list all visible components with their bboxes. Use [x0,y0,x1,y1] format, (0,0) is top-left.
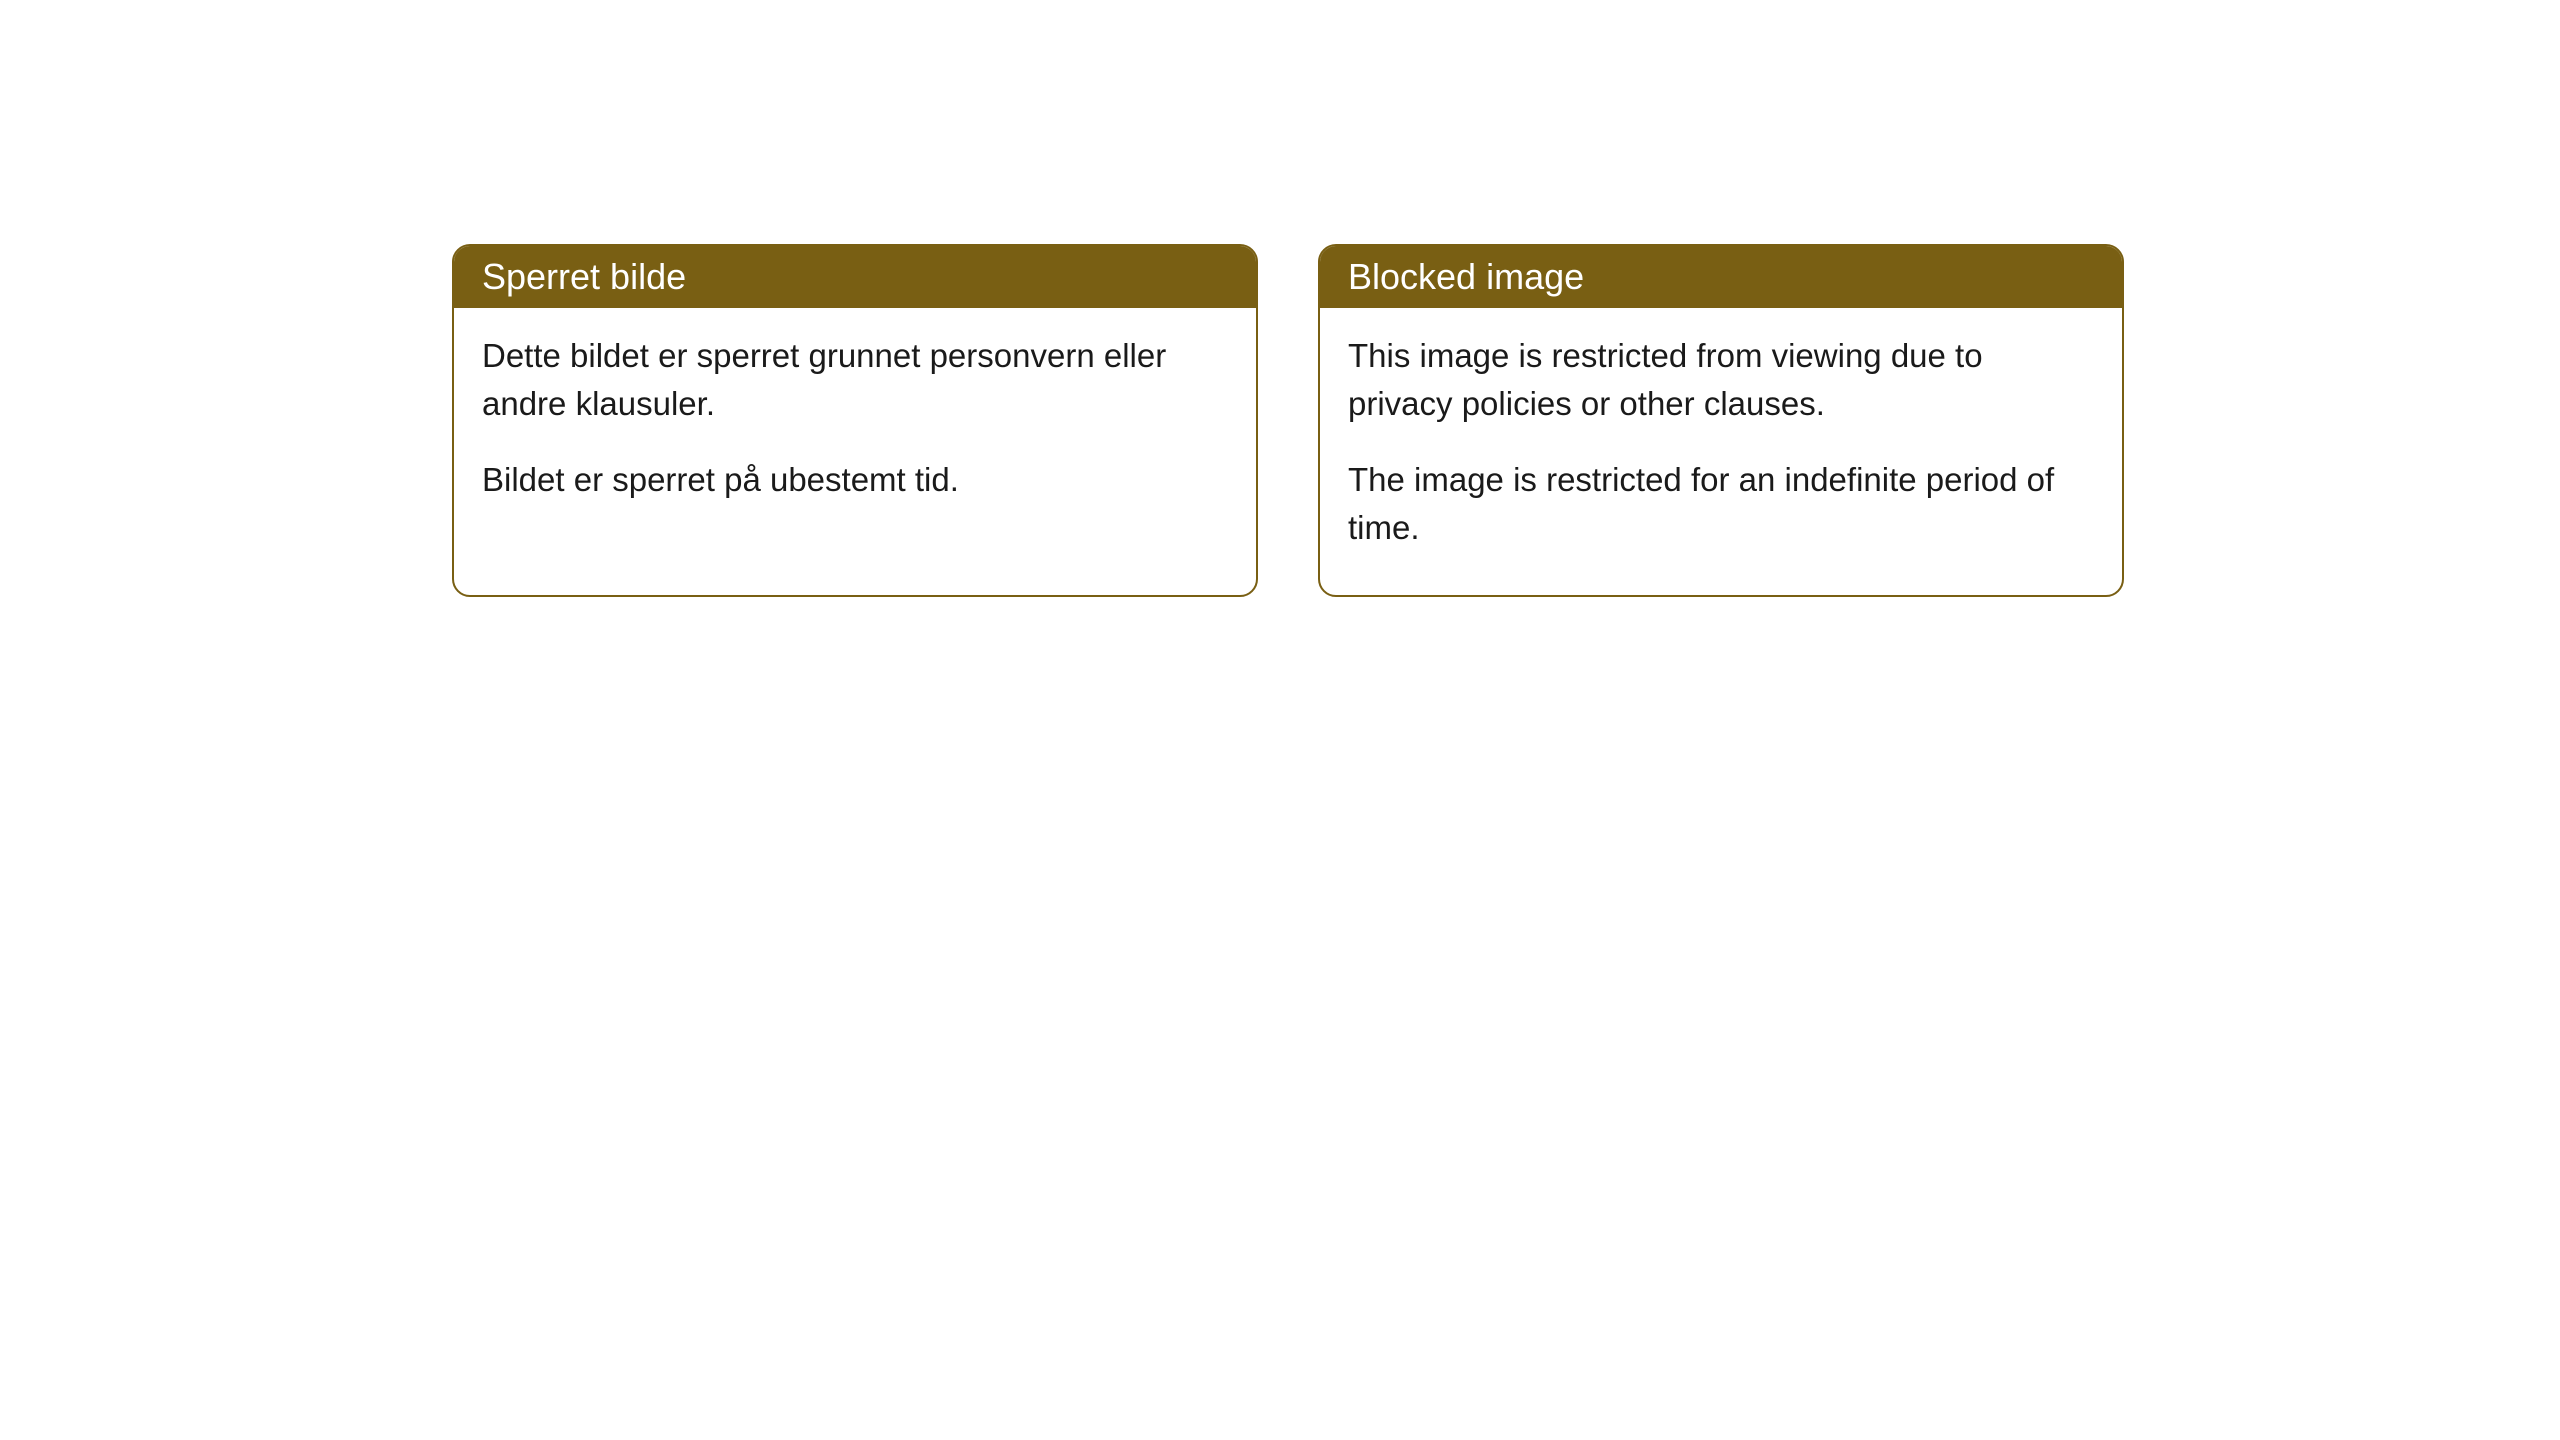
card-title: Sperret bilde [482,256,686,297]
notice-card-norwegian: Sperret bilde Dette bildet er sperret gr… [452,244,1258,597]
notice-container: Sperret bilde Dette bildet er sperret gr… [0,0,2560,597]
card-header: Sperret bilde [454,246,1256,308]
card-header: Blocked image [1320,246,2122,308]
card-paragraph: This image is restricted from viewing du… [1348,332,2094,428]
card-paragraph: The image is restricted for an indefinit… [1348,456,2094,552]
card-paragraph: Bildet er sperret på ubestemt tid. [482,456,1228,504]
card-body: Dette bildet er sperret grunnet personve… [454,308,1256,548]
notice-card-english: Blocked image This image is restricted f… [1318,244,2124,597]
card-paragraph: Dette bildet er sperret grunnet personve… [482,332,1228,428]
card-body: This image is restricted from viewing du… [1320,308,2122,595]
card-title: Blocked image [1348,256,1584,297]
